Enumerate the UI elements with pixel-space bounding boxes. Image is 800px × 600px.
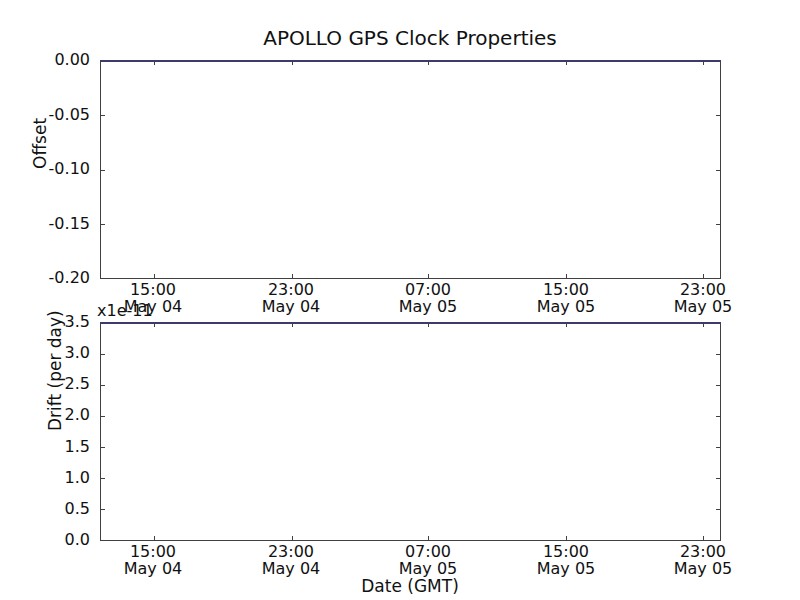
y-tick-mark	[716, 509, 720, 510]
offset-plot-area	[100, 60, 721, 279]
x-tick-mark	[428, 323, 429, 327]
offset-xtick-label: 23:00 May 05	[643, 281, 763, 315]
y-tick-mark	[101, 416, 105, 417]
offset-ytick-label: -0.20	[26, 269, 90, 287]
offset-ytick-label: -0.15	[26, 215, 90, 233]
drift-scale-offset-text: x1e-11	[97, 301, 153, 320]
chart-title: APOLLO GPS Clock Properties	[100, 26, 720, 50]
offset-ytick-label: 0.00	[26, 51, 90, 69]
y-tick-mark	[101, 224, 105, 225]
x-tick-mark	[703, 323, 704, 327]
y-tick-mark	[101, 115, 105, 116]
y-tick-mark	[101, 509, 105, 510]
y-tick-mark	[101, 170, 105, 171]
drift-series-line	[100, 322, 721, 324]
x-tick-mark	[566, 61, 567, 65]
drift-ytick-label: 1.5	[26, 438, 90, 456]
y-tick-mark	[101, 354, 105, 355]
drift-ytick-label: 0.0	[26, 531, 90, 549]
drift-plot-area	[100, 322, 721, 541]
x-tick-mark	[566, 274, 567, 278]
x-tick-mark	[428, 274, 429, 278]
offset-xtick-label: 15:00 May 05	[506, 281, 626, 315]
offset-xtick-label: 07:00 May 05	[368, 281, 488, 315]
drift-xtick-label: 15:00 May 04	[93, 543, 213, 577]
drift-ytick-label: 1.0	[26, 469, 90, 487]
drift-xtick-label: 23:00 May 05	[643, 543, 763, 577]
x-tick-mark	[154, 323, 155, 327]
y-tick-mark	[716, 115, 720, 116]
drift-xtick-label: 15:00 May 05	[506, 543, 626, 577]
x-tick-mark	[703, 274, 704, 278]
x-tick-mark	[428, 61, 429, 65]
x-tick-mark	[154, 536, 155, 540]
y-tick-mark	[716, 416, 720, 417]
y-tick-mark	[716, 354, 720, 355]
x-tick-mark	[703, 536, 704, 540]
x-tick-mark	[292, 61, 293, 65]
drift-xtick-label: 07:00 May 05	[368, 543, 488, 577]
y-tick-mark	[716, 170, 720, 171]
y-tick-mark	[716, 478, 720, 479]
x-tick-mark	[566, 323, 567, 327]
drift-ytick-label: 0.5	[26, 500, 90, 518]
offset-xtick-label: 23:00 May 04	[231, 281, 351, 315]
x-tick-mark	[428, 536, 429, 540]
x-tick-mark	[703, 61, 704, 65]
x-tick-mark	[566, 536, 567, 540]
x-tick-mark	[154, 274, 155, 278]
y-tick-mark	[716, 385, 720, 386]
drift-xtick-label: 23:00 May 04	[231, 543, 351, 577]
y-tick-mark	[716, 447, 720, 448]
x-tick-mark	[292, 536, 293, 540]
offset-series-line	[100, 60, 721, 62]
x-tick-mark	[292, 323, 293, 327]
x-axis-label: Date (GMT)	[100, 576, 720, 596]
x-tick-mark	[292, 274, 293, 278]
y-tick-mark	[716, 224, 720, 225]
x-tick-mark	[154, 61, 155, 65]
y-tick-mark	[101, 385, 105, 386]
y-tick-mark	[101, 478, 105, 479]
figure-canvas: APOLLO GPS Clock Properties 0.00 -0.05 -…	[0, 0, 800, 600]
y-tick-mark	[101, 447, 105, 448]
